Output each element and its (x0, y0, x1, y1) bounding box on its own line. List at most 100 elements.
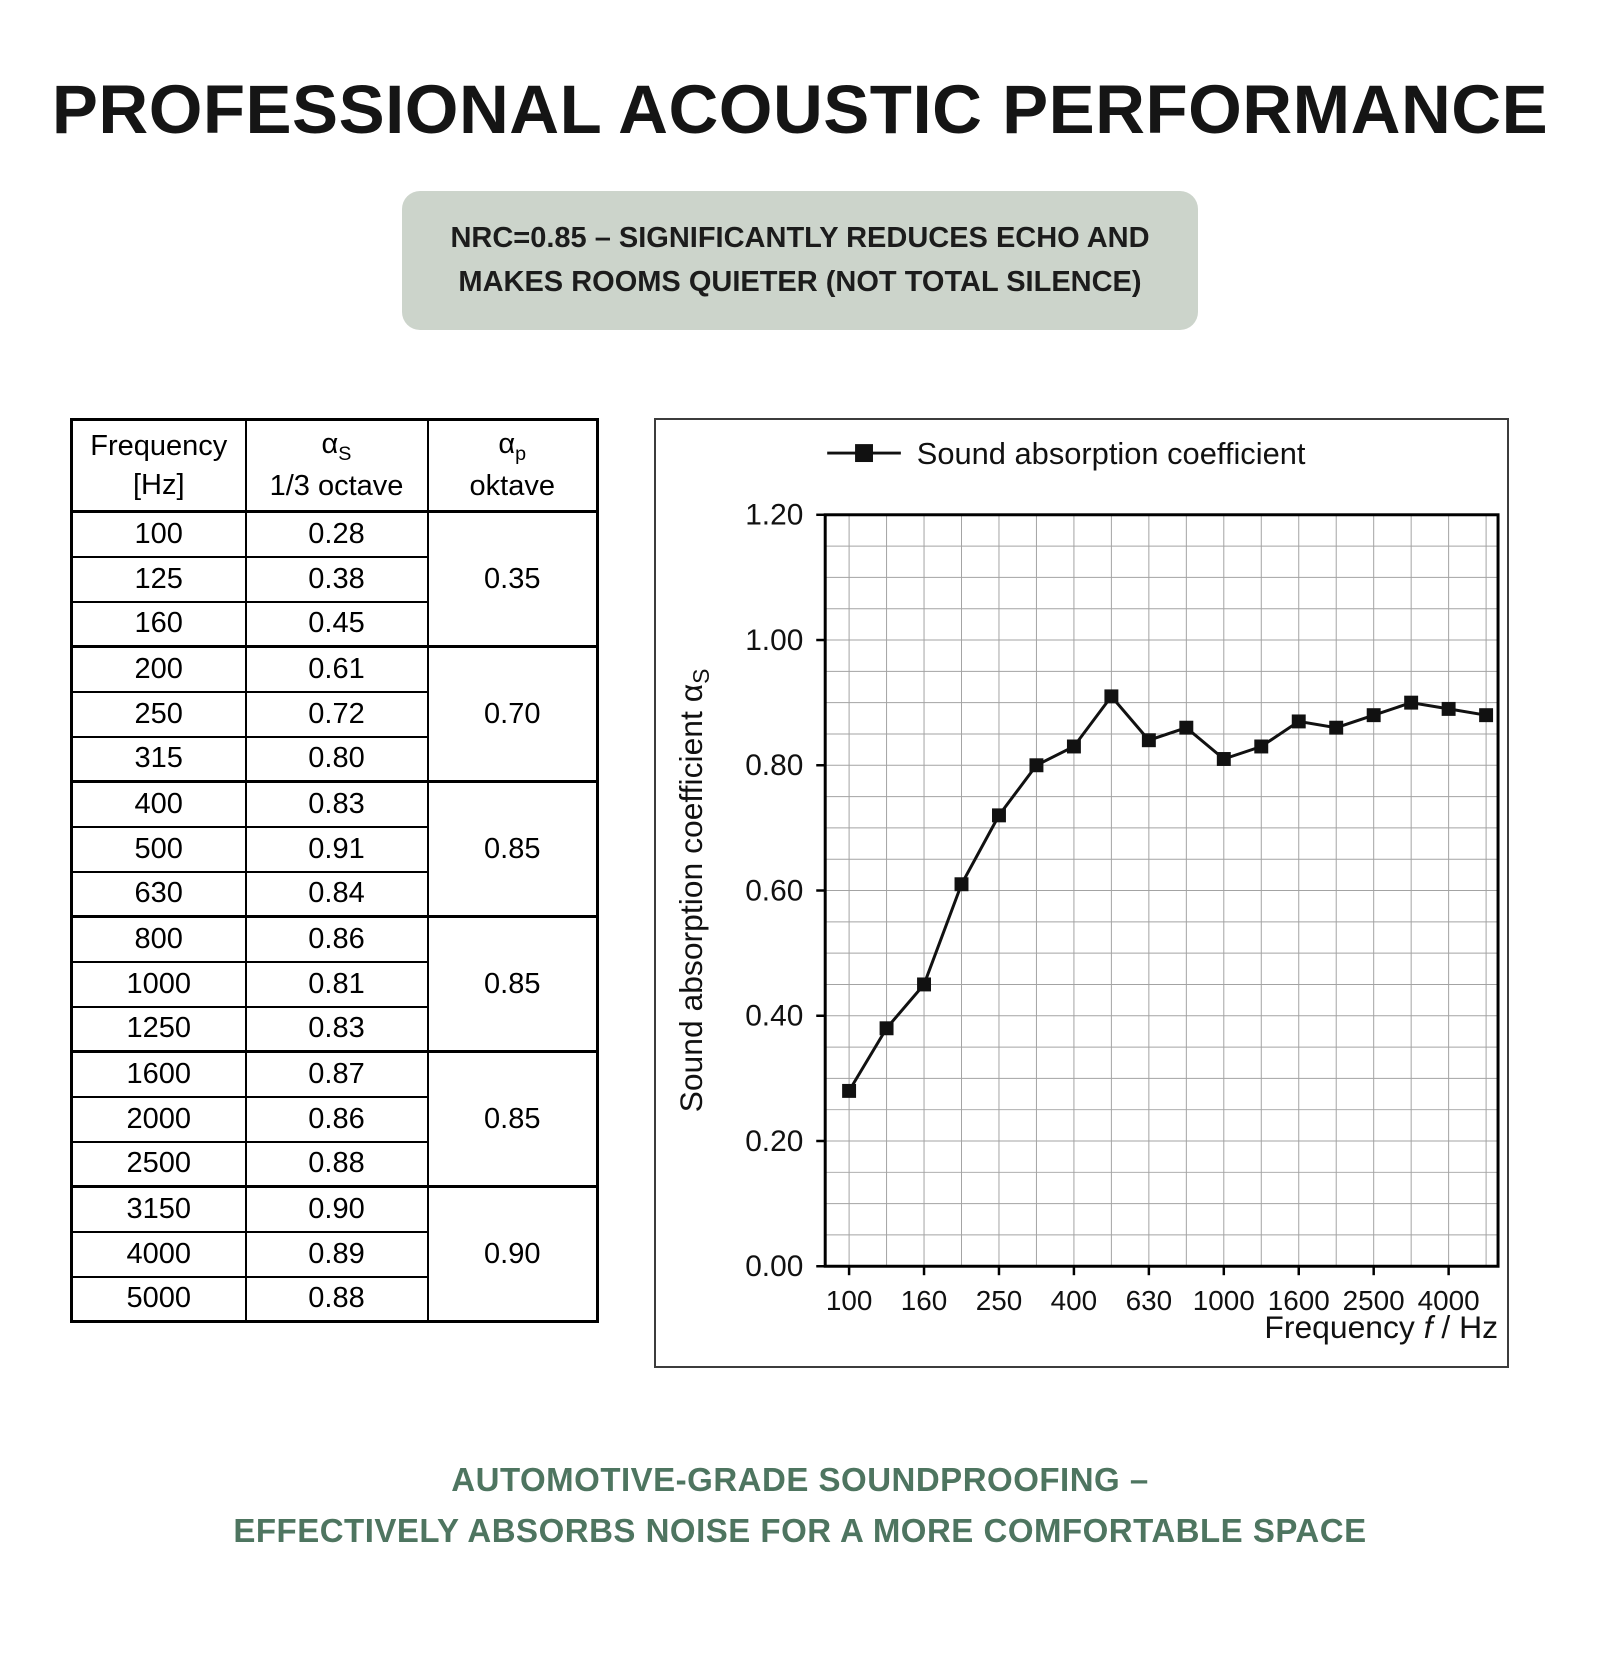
frequency-cell: 1600 (70, 1050, 247, 1098)
chart-legend: Sound absorption coefficient (827, 436, 1306, 471)
table-row: 1600 0.87 0.85 (70, 1050, 599, 1188)
frequency-cell: 630 (70, 870, 247, 918)
svg-text:0.60: 0.60 (745, 874, 803, 907)
frequency-cell: 400 (70, 780, 247, 828)
header-alpha-s: αS 1/3 octave (244, 418, 429, 513)
alpha-s-cell: 0.86 (244, 915, 429, 963)
frequency-cell: 2000 (70, 1095, 247, 1143)
table-row: 250 0.72 (70, 690, 598, 738)
table-row: 200 0.61 0.70 (70, 645, 599, 783)
y-axis-label: Sound absorption coefficient αS (673, 669, 714, 1113)
table-header-row: Frequency [Hz] αS 1/3 octave αp oktave (70, 418, 599, 513)
svg-text:1600: 1600 (1268, 1285, 1330, 1316)
chart-markers (842, 689, 1494, 1098)
table-row: 2500 0.88 (70, 1140, 598, 1188)
table-row: 160 0.45 (70, 600, 598, 648)
alpha-s-cell: 0.91 (244, 825, 429, 873)
svg-text:1000: 1000 (1193, 1285, 1255, 1316)
frequency-cell: 4000 (70, 1230, 247, 1278)
frequency-cell: 160 (70, 600, 247, 648)
svg-text:0.00: 0.00 (745, 1250, 803, 1283)
table-row: 400 0.83 0.85 (70, 780, 599, 918)
footer-line-1: AUTOMOTIVE-GRADE SOUNDPROOFING – (451, 1461, 1149, 1498)
frequency-cell: 3150 (70, 1185, 247, 1233)
legend-marker-icon (855, 444, 873, 463)
table-row: 3150 0.90 0.90 (70, 1185, 599, 1323)
alpha-s-cell: 0.61 (244, 645, 429, 693)
absorption-table-head: Frequency [Hz] αS 1/3 octave αp oktave (70, 418, 599, 513)
svg-text:4000: 4000 (1418, 1285, 1480, 1316)
alpha-p-cell: 0.85 (426, 1050, 599, 1188)
alpha-p-cell: 0.85 (426, 915, 599, 1053)
chart-grid (825, 514, 1499, 1267)
alpha-s-cell: 0.38 (244, 555, 429, 603)
alpha-s-cell: 0.90 (244, 1185, 429, 1233)
frequency-cell: 200 (70, 645, 247, 693)
header-frequency: Frequency [Hz] (70, 418, 247, 513)
alpha-s-cell: 0.83 (244, 1005, 429, 1053)
alpha-s-cell: 0.81 (244, 960, 429, 1008)
alpha-s-cell: 0.86 (244, 1095, 429, 1143)
frequency-cell: 315 (70, 735, 247, 783)
alpha-s-cell: 0.45 (244, 600, 429, 648)
content-row: Frequency [Hz] αS 1/3 octave αp oktave 1… (70, 418, 1600, 1368)
table-row: 100 0.28 0.35 (70, 510, 599, 648)
badge-line-1: NRC=0.85 – SIGNIFICANTLY REDUCES ECHO AN… (450, 222, 1150, 254)
alpha-s-cell: 0.72 (244, 690, 429, 738)
table-row: 4000 0.89 (70, 1230, 598, 1278)
alpha-s-cell: 0.83 (244, 780, 429, 828)
svg-text:1.20: 1.20 (745, 499, 803, 532)
table-row: 315 0.80 (70, 735, 598, 783)
chart-panel: 0.00 0.20 0.40 0.60 0.80 1.00 1.20 100 160 250 400… (654, 418, 1509, 1368)
alpha-s-cell: 0.80 (244, 735, 429, 783)
x-axis-label: Frequency f / Hz (1264, 1309, 1498, 1345)
alpha-s-cell: 0.28 (244, 510, 429, 558)
frequency-cell: 5000 (70, 1275, 247, 1323)
chart-series-line (847, 693, 1487, 1092)
frequency-cell: 500 (70, 825, 247, 873)
absorption-chart-svg: 0.00 0.20 0.40 0.60 0.80 1.00 1.20 100 160 250 400… (673, 436, 1500, 1345)
svg-text:400: 400 (1051, 1285, 1097, 1316)
frequency-cell: 100 (70, 510, 247, 558)
frequency-cell: 1250 (70, 1005, 247, 1053)
table-row: 125 0.38 (70, 555, 598, 603)
svg-text:0.20: 0.20 (745, 1125, 803, 1158)
table-row: 1000 0.81 (70, 960, 598, 1008)
header-alpha-p: αp oktave (426, 418, 599, 513)
nrc-badge: NRC=0.85 – SIGNIFICANTLY REDUCES ECHO AN… (402, 191, 1198, 330)
svg-text:1.00: 1.00 (745, 624, 803, 657)
svg-text:0.40: 0.40 (745, 1000, 803, 1033)
alpha-p-cell: 0.85 (426, 780, 599, 918)
frequency-cell: 2500 (70, 1140, 247, 1188)
svg-text:2500: 2500 (1343, 1285, 1405, 1316)
table-row: 5000 0.88 (70, 1275, 598, 1323)
alpha-p-cell: 0.90 (426, 1185, 599, 1323)
alpha-s-cell: 0.89 (244, 1230, 429, 1278)
badge-line-2: MAKES ROOMS QUIETER (NOT TOTAL SILENCE) (458, 265, 1142, 298)
footer-line-2: EFFECTIVELY ABSORBS NOISE FOR A MORE COM… (233, 1512, 1367, 1550)
alpha-p-cell: 0.70 (426, 645, 599, 783)
svg-text:0.80: 0.80 (745, 749, 803, 782)
table-row: 630 0.84 (70, 870, 598, 918)
absorption-table: Frequency [Hz] αS 1/3 octave αp oktave 1… (70, 418, 599, 1323)
y-tick-labels: 0.00 0.20 0.40 0.60 0.80 1.00 1.20 (745, 499, 826, 1283)
page-title: PROFESSIONAL ACOUSTIC PERFORMANCE (51, 71, 1549, 148)
svg-text:630: 630 (1126, 1285, 1172, 1316)
frequency-cell: 800 (70, 915, 247, 963)
alpha-p-cell: 0.35 (426, 510, 599, 648)
x-tick-labels: 100 160 250 400 630 1000 1600 2500 4000 (826, 1266, 1480, 1316)
svg-text:100: 100 (826, 1285, 872, 1316)
legend-label: Sound absorption coefficient (917, 436, 1306, 471)
frequency-cell: 250 (70, 690, 247, 738)
svg-text:250: 250 (976, 1285, 1022, 1316)
absorption-table-body: 100 0.28 0.35 125 0.38 160 0.45 200 0.61 0.70 250 0… (70, 510, 599, 1323)
frequency-cell: 125 (70, 555, 247, 603)
svg-text:160: 160 (901, 1285, 947, 1316)
alpha-s-cell: 0.88 (244, 1140, 429, 1188)
badge-container: NRC=0.85 – SIGNIFICANTLY REDUCES ECHO AN… (0, 191, 1600, 330)
frequency-cell: 1000 (70, 960, 247, 1008)
alpha-s-cell: 0.87 (244, 1050, 429, 1098)
alpha-s-cell: 0.88 (244, 1275, 429, 1323)
table-row: 2000 0.86 (70, 1095, 598, 1143)
alpha-s-cell: 0.84 (244, 870, 429, 918)
